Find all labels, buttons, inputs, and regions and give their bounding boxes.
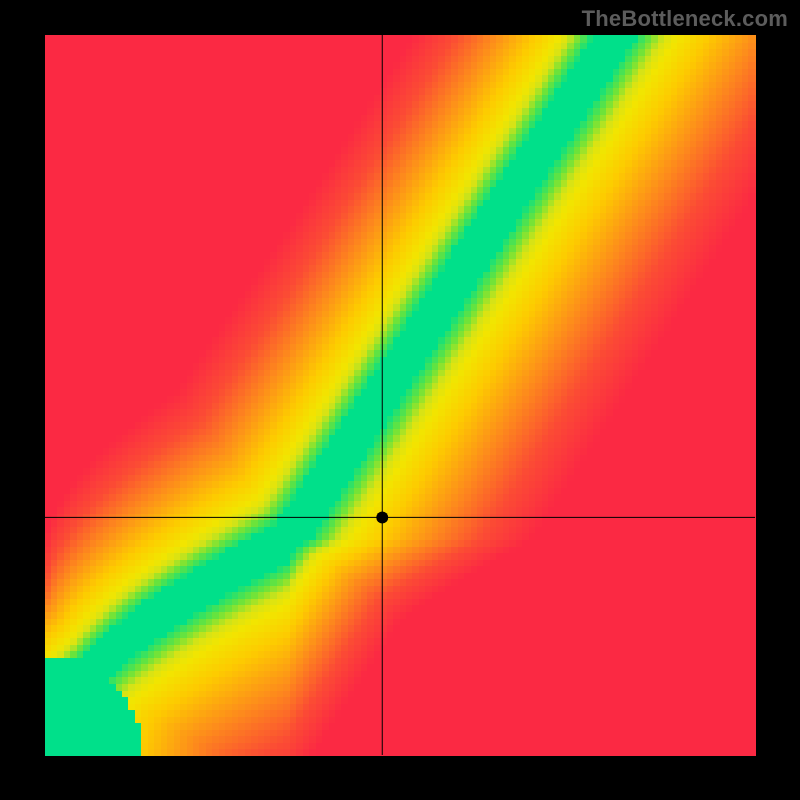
chart-container: TheBottleneck.com — [0, 0, 800, 800]
bottleneck-heatmap — [0, 0, 800, 800]
